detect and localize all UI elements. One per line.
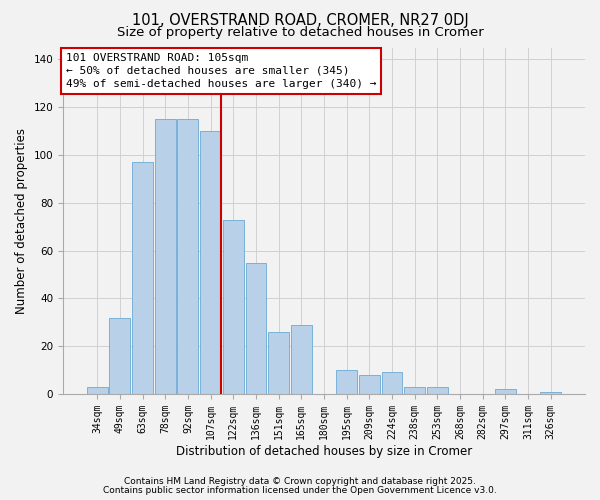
Bar xyxy=(268,332,289,394)
Bar xyxy=(223,220,244,394)
Bar xyxy=(132,162,153,394)
Text: Contains public sector information licensed under the Open Government Licence v3: Contains public sector information licen… xyxy=(103,486,497,495)
Bar xyxy=(178,119,199,394)
Text: 101 OVERSTRAND ROAD: 105sqm
← 50% of detached houses are smaller (345)
49% of se: 101 OVERSTRAND ROAD: 105sqm ← 50% of det… xyxy=(65,52,376,89)
Bar xyxy=(245,262,266,394)
Text: Contains HM Land Registry data © Crown copyright and database right 2025.: Contains HM Land Registry data © Crown c… xyxy=(124,477,476,486)
Bar xyxy=(155,119,176,394)
Bar xyxy=(382,372,403,394)
Bar xyxy=(404,387,425,394)
Bar xyxy=(87,387,107,394)
Text: Size of property relative to detached houses in Cromer: Size of property relative to detached ho… xyxy=(116,26,484,39)
Bar xyxy=(427,387,448,394)
Bar xyxy=(495,389,516,394)
Bar xyxy=(359,375,380,394)
Bar xyxy=(291,324,312,394)
Bar xyxy=(200,131,221,394)
Bar xyxy=(109,318,130,394)
Bar xyxy=(541,392,561,394)
Text: 101, OVERSTRAND ROAD, CROMER, NR27 0DJ: 101, OVERSTRAND ROAD, CROMER, NR27 0DJ xyxy=(131,12,469,28)
Bar xyxy=(336,370,357,394)
Y-axis label: Number of detached properties: Number of detached properties xyxy=(15,128,28,314)
X-axis label: Distribution of detached houses by size in Cromer: Distribution of detached houses by size … xyxy=(176,444,472,458)
